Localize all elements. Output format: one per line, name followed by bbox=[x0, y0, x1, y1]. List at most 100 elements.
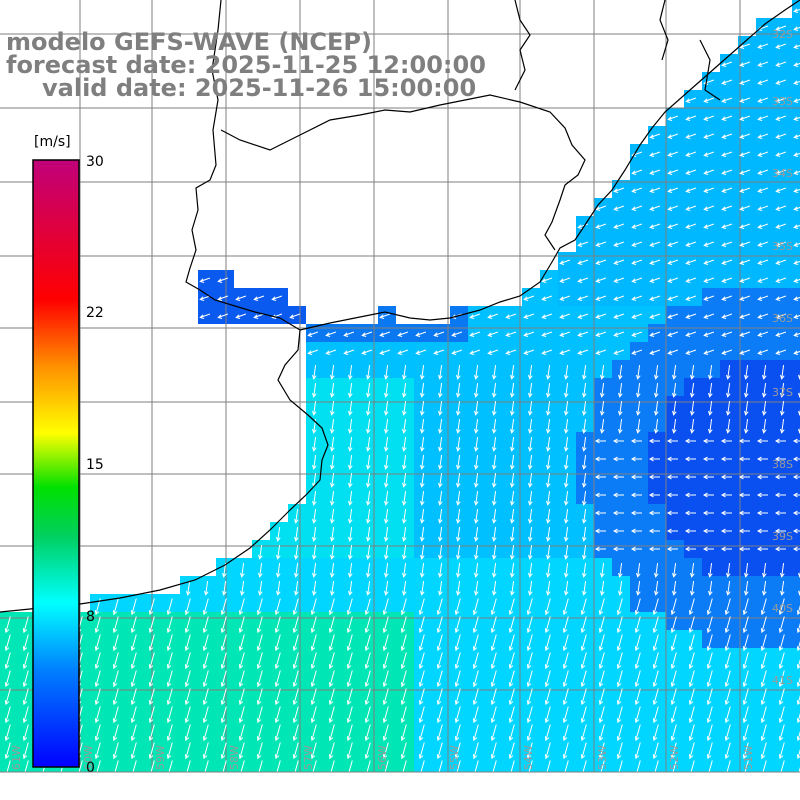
wind-arrow bbox=[630, 546, 642, 552]
wind-arrow bbox=[364, 616, 371, 634]
lat-label-35s: 35S bbox=[772, 240, 793, 253]
wind-arrow bbox=[186, 581, 191, 596]
wind-cell bbox=[792, 90, 800, 108]
wind-arrow bbox=[528, 401, 533, 416]
wind-arrow bbox=[654, 563, 659, 578]
wind-arrow bbox=[775, 169, 787, 175]
wind-arrow bbox=[793, 152, 800, 157]
wind-arrow bbox=[166, 616, 173, 634]
wind-arrow bbox=[366, 365, 371, 380]
wind-arrow bbox=[184, 688, 191, 706]
wind-arrow bbox=[418, 688, 425, 706]
wind-arrow bbox=[22, 634, 29, 652]
wind-arrow bbox=[94, 742, 101, 760]
wind-arrow bbox=[310, 688, 317, 706]
wind-arrow bbox=[600, 365, 605, 380]
wind-arrow bbox=[738, 474, 750, 480]
wind-arrow bbox=[384, 455, 389, 470]
wind-arrow bbox=[438, 383, 443, 398]
wind-arrow bbox=[330, 419, 335, 434]
wind-arrow bbox=[94, 724, 101, 742]
wind-arrow bbox=[24, 760, 29, 772]
wind-arrow bbox=[330, 760, 335, 772]
wind-arrow bbox=[382, 634, 389, 652]
wind-arrow bbox=[348, 419, 353, 434]
wind-arrow bbox=[508, 670, 515, 688]
wind-arrow bbox=[702, 492, 714, 498]
wind-arrow bbox=[487, 313, 499, 319]
wind-arrow bbox=[756, 546, 768, 552]
wind-arrow bbox=[330, 473, 335, 488]
latitude-labels: 32S 33S 34S 35S 36S 37S 38S 39S 40S 41S bbox=[772, 28, 793, 687]
wind-arrow bbox=[757, 349, 769, 355]
wind-arrow bbox=[613, 331, 625, 337]
wind-arrow bbox=[598, 724, 605, 742]
wind-arrow bbox=[688, 598, 695, 616]
wind-arrow bbox=[775, 97, 787, 103]
wind-arrow bbox=[204, 581, 209, 596]
wind-arrow bbox=[775, 349, 787, 355]
wind-arrow bbox=[636, 401, 641, 416]
wind-arrow bbox=[366, 401, 371, 416]
wind-arrow bbox=[400, 616, 407, 634]
wind-arrow bbox=[420, 455, 425, 470]
wind-arrow bbox=[328, 724, 335, 742]
wind-arrow bbox=[544, 706, 551, 724]
wind-arrow bbox=[690, 760, 695, 772]
wind-arrow bbox=[310, 634, 317, 652]
wind-arrow bbox=[220, 706, 227, 724]
wind-arrow bbox=[616, 616, 623, 634]
wind-arrow bbox=[436, 688, 443, 706]
wind-arrow bbox=[366, 419, 371, 434]
wind-arrow bbox=[721, 313, 733, 319]
wind-arrow bbox=[348, 545, 353, 560]
wind-arrow bbox=[739, 169, 751, 175]
wind-arrow bbox=[685, 313, 697, 319]
wind-arrow bbox=[474, 527, 479, 542]
wind-arrow bbox=[366, 509, 371, 524]
wind-arrow bbox=[366, 437, 371, 452]
wind-arrow bbox=[667, 259, 679, 265]
wind-arrow bbox=[402, 509, 407, 524]
wind-arrow bbox=[721, 151, 733, 157]
wind-arrow bbox=[666, 474, 678, 480]
wind-arrow bbox=[184, 634, 191, 652]
wind-arrow bbox=[382, 670, 389, 688]
wind-arrow bbox=[346, 616, 353, 634]
wind-arrow bbox=[744, 419, 749, 434]
wind-arrow bbox=[294, 545, 299, 560]
wind-arrow bbox=[202, 742, 209, 760]
wind-arrow bbox=[366, 545, 371, 560]
wind-arrow bbox=[253, 313, 265, 319]
wind-arrow bbox=[708, 581, 713, 596]
wind-arrow bbox=[348, 437, 353, 452]
wind-arrow bbox=[456, 509, 461, 524]
wind-arrow bbox=[685, 295, 697, 301]
wind-arrow bbox=[762, 563, 767, 578]
wind-arrow bbox=[492, 419, 497, 434]
wind-arrow bbox=[703, 151, 715, 157]
wind-cell bbox=[792, 234, 800, 252]
wind-arrow bbox=[312, 509, 317, 524]
wind-arrow bbox=[649, 133, 661, 139]
wind-arrow bbox=[721, 61, 733, 67]
wind-arrow bbox=[454, 652, 461, 670]
wind-arrow bbox=[220, 652, 227, 670]
lat-label-40s: 40S bbox=[772, 602, 793, 615]
wind-arrow bbox=[595, 349, 607, 355]
wind-arrow bbox=[526, 742, 533, 760]
wind-arrow bbox=[184, 742, 191, 760]
wind-arrow bbox=[523, 349, 535, 355]
wind-arrow bbox=[472, 652, 479, 670]
wind-arrow bbox=[598, 598, 605, 616]
wind-arrow bbox=[366, 455, 371, 470]
wind-arrow bbox=[510, 527, 515, 542]
wind-arrow bbox=[312, 401, 317, 416]
wind-arrow bbox=[559, 295, 571, 301]
wind-arrow bbox=[420, 365, 425, 380]
wind-arrow bbox=[4, 742, 11, 760]
wind-arrow bbox=[454, 634, 461, 652]
wind-arrow bbox=[672, 581, 677, 596]
wind-arrow bbox=[346, 670, 353, 688]
wind-arrow bbox=[217, 313, 229, 319]
